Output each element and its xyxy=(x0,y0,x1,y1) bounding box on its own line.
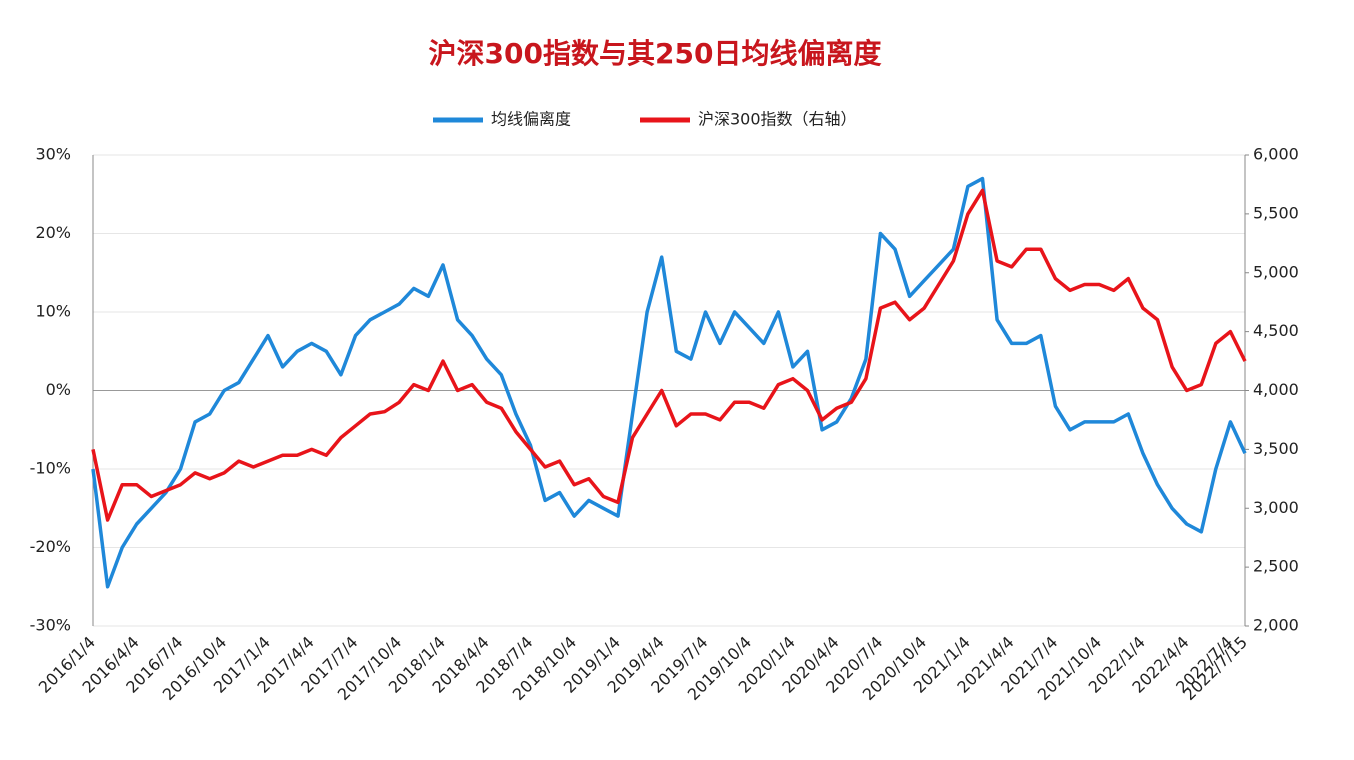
y2-tick-label: 5,500 xyxy=(1253,203,1299,222)
y-tick-label: 10% xyxy=(35,302,71,321)
y2-tick-label: 2,000 xyxy=(1253,616,1299,635)
y2-tick-label: 6,000 xyxy=(1253,145,1299,164)
y2-tick-label: 4,500 xyxy=(1253,321,1299,340)
y-tick-label: -20% xyxy=(30,537,71,556)
y-tick-label: -10% xyxy=(30,459,71,478)
y2-tick-label: 2,500 xyxy=(1253,557,1299,576)
y-tick-label: 0% xyxy=(46,380,71,399)
series-line xyxy=(91,188,1247,522)
y2-tick-label: 5,000 xyxy=(1253,262,1299,281)
y-tick-label: 20% xyxy=(35,223,71,242)
legend-label: 均线偏离度 xyxy=(491,110,571,129)
y-tick-label: 30% xyxy=(35,145,71,164)
series-line xyxy=(91,176,1247,589)
y-tick-label: -30% xyxy=(30,616,71,635)
y2-tick-label: 3,000 xyxy=(1253,498,1299,517)
y2-tick-label: 3,500 xyxy=(1253,439,1299,458)
legend-label: 沪深300指数（右轴） xyxy=(698,110,857,129)
y2-tick-label: 4,000 xyxy=(1253,380,1299,399)
chart-title: 沪深300指数与其250日均线偏离度 xyxy=(429,37,882,70)
